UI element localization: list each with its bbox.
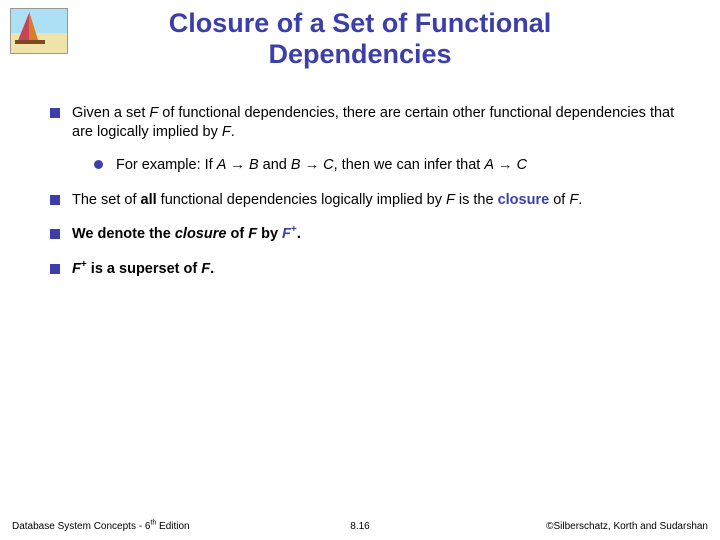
text: , then we can infer that: [334, 157, 485, 173]
var-f: F: [282, 226, 291, 242]
arrow-icon: →: [494, 157, 517, 173]
keyword-closure: closure: [498, 192, 550, 208]
slide-body: Given a set F of functional dependencies…: [50, 104, 680, 295]
var-b: B: [291, 157, 301, 173]
text: is a superset of: [87, 261, 201, 277]
text: functional dependencies logically implie…: [157, 192, 446, 208]
text: .: [231, 124, 235, 140]
slide: Closure of a Set of Functional Dependenc…: [0, 0, 720, 540]
text: of functional dependencies, there are ce…: [72, 105, 674, 140]
var-f: F: [248, 226, 257, 242]
var-f: F: [569, 192, 578, 208]
var-c: C: [323, 157, 333, 173]
var-f: F: [201, 261, 210, 277]
slide-title: Closure of a Set of Functional Dependenc…: [0, 8, 720, 70]
text: of: [226, 226, 248, 242]
text: We denote the: [72, 226, 175, 242]
text: .: [297, 226, 301, 242]
text: .: [578, 192, 582, 208]
text-bold: all: [141, 192, 157, 208]
arrow-icon: →: [301, 157, 324, 173]
text: is the: [455, 192, 498, 208]
var-f: F: [446, 192, 455, 208]
text: The set of: [72, 192, 141, 208]
text: .: [210, 261, 214, 277]
text: of: [549, 192, 569, 208]
bullet-2: The set of all functional dependencies l…: [50, 191, 680, 210]
bullet-4: F+ is a superset of F.: [50, 260, 680, 279]
keyword-closure: closure: [175, 226, 227, 242]
var-f: F: [222, 124, 231, 140]
text: For example: If: [116, 157, 217, 173]
bullet-1: Given a set F of functional dependencies…: [50, 104, 680, 175]
text: Given a set: [72, 105, 149, 121]
var-c: C: [517, 157, 527, 173]
copyright: ©Silberschatz, Korth and Sudarshan: [546, 521, 708, 532]
var-a: A: [217, 157, 227, 173]
text: by: [257, 226, 282, 242]
arrow-icon: →: [226, 157, 249, 173]
bullet-3: We denote the closure of F by F+.: [50, 225, 680, 244]
var-b: B: [249, 157, 259, 173]
text: and: [259, 157, 291, 173]
var-f: F: [72, 261, 81, 277]
bullet-1-sub: For example: If A → B and B → C, then we…: [94, 156, 680, 175]
var-a: A: [484, 157, 494, 173]
var-f: F: [149, 105, 158, 121]
